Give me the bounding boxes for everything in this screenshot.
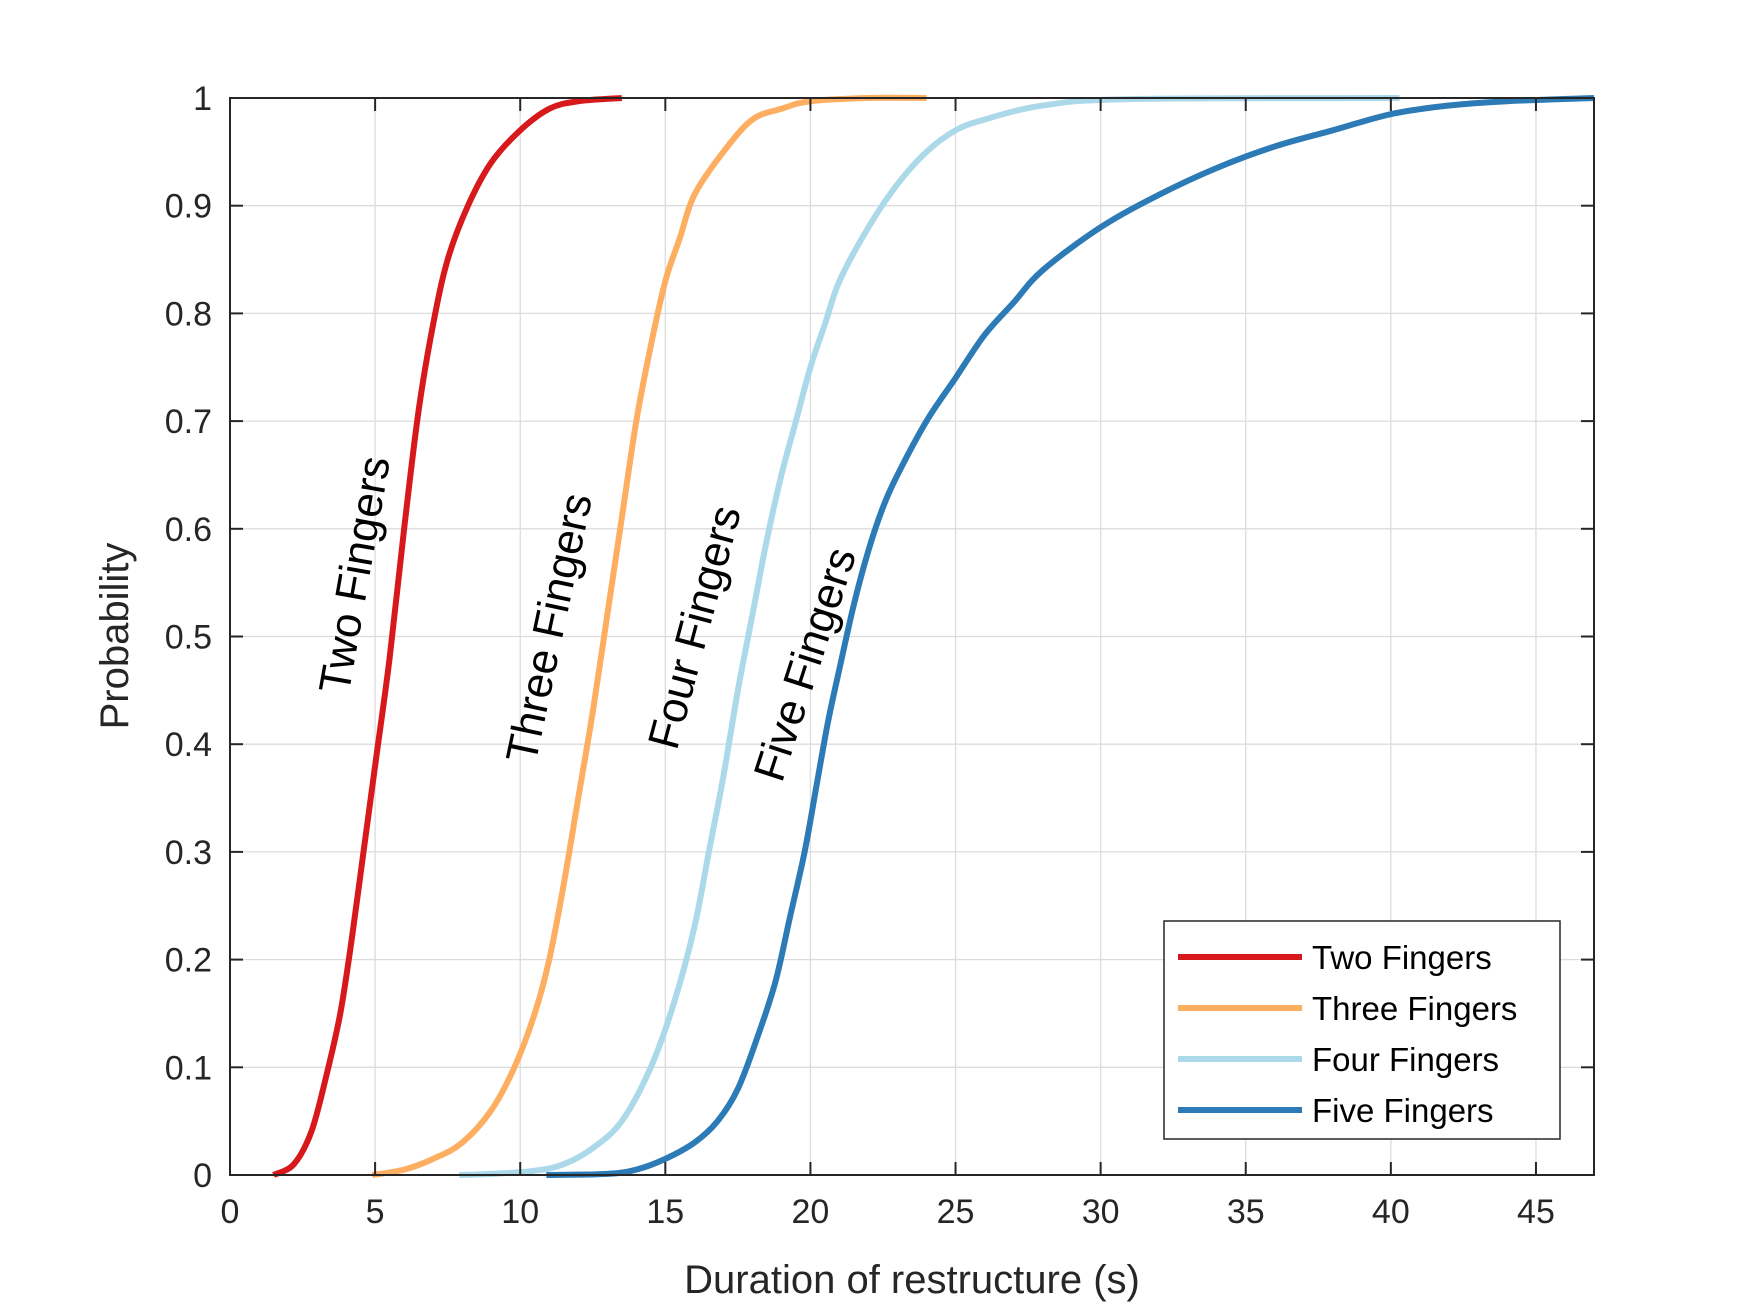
x-tick-label: 0 <box>221 1193 240 1231</box>
y-axis-title: Probability <box>93 543 137 730</box>
x-tick-label: 45 <box>1517 1193 1555 1231</box>
y-tick-label: 0.5 <box>165 619 212 657</box>
y-tick-label: 1 <box>193 80 212 118</box>
x-tick-label: 35 <box>1227 1193 1265 1231</box>
legend: Two Fingers Three Fingers Four Fingers Five… <box>1163 920 1561 1140</box>
series-line-three-fingers <box>371 94 927 1178</box>
y-tick-label: 0.4 <box>165 726 212 764</box>
x-tick-label: 20 <box>792 1193 830 1231</box>
series-line-five-fingers <box>546 95 1595 1178</box>
axis-ticks: 0 5 10 15 20 25 30 35 40 45 0 0.1 0.2 0.3 0.4 0.5 0.6 0.7… <box>165 80 1594 1231</box>
y-tick-label: 0 <box>193 1157 212 1195</box>
x-tick-label: 5 <box>366 1193 385 1231</box>
y-tick-label: 0.6 <box>165 511 212 549</box>
legend-label-two-fingers: Two Fingers <box>1312 939 1492 976</box>
x-axis-title: Duration of restructure (s) <box>684 1258 1140 1302</box>
series-line-two-fingers <box>272 95 623 1178</box>
x-tick-label: 10 <box>501 1193 539 1231</box>
x-tick-label: 30 <box>1082 1193 1120 1231</box>
series-lines <box>272 94 1595 1178</box>
y-tick-label: 0.8 <box>165 295 212 333</box>
y-tick-label: 0.1 <box>165 1049 212 1087</box>
x-tick-label: 40 <box>1372 1193 1410 1231</box>
legend-label-three-fingers: Three Fingers <box>1312 990 1517 1027</box>
y-tick-label: 0.3 <box>165 834 212 872</box>
series-line-four-fingers <box>459 95 1400 1178</box>
y-tick-label: 0.9 <box>165 188 212 226</box>
x-tick-label: 15 <box>646 1193 684 1231</box>
y-tick-label: 0.7 <box>165 403 212 441</box>
legend-label-five-fingers: Five Fingers <box>1312 1092 1494 1129</box>
x-tick-label: 25 <box>937 1193 975 1231</box>
legend-label-four-fingers: Four Fingers <box>1312 1041 1499 1078</box>
y-tick-label: 0.2 <box>165 942 212 980</box>
